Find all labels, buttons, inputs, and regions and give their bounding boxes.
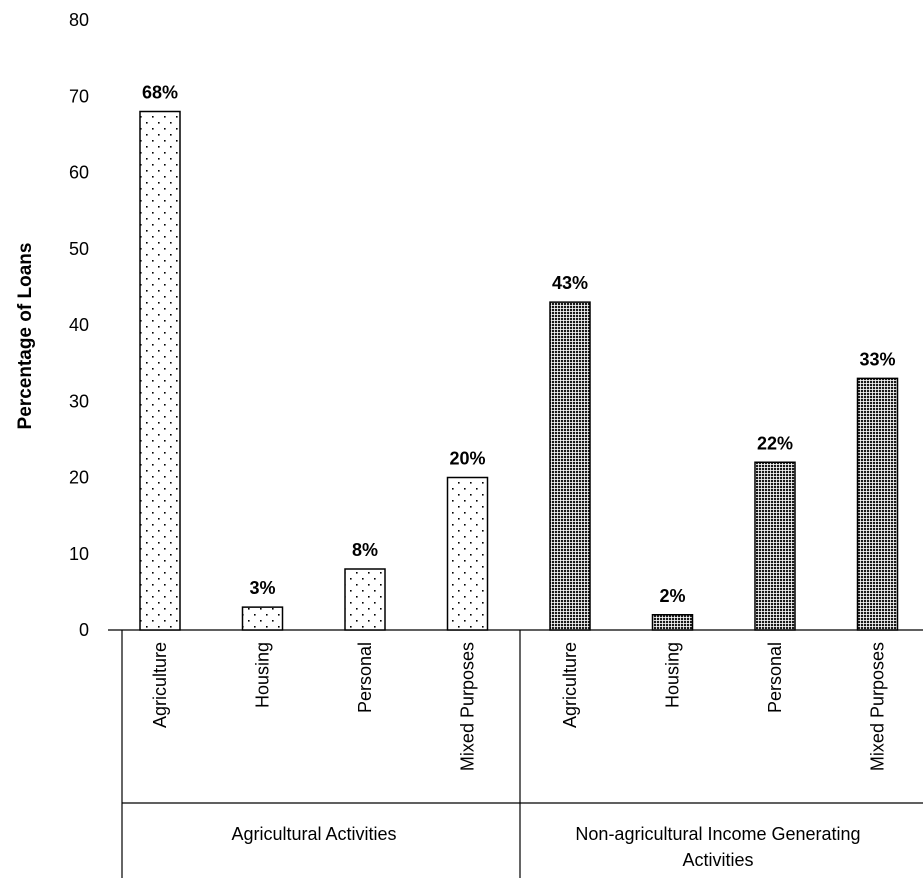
group-label: Non-agricultural Income Generating	[575, 824, 860, 844]
y-tick-label: 80	[69, 10, 89, 30]
labels-layer: 68% Agriculture 3% Housing 8% Personal 20% Mixe…	[142, 83, 896, 871]
category-label: Agriculture	[150, 642, 170, 728]
category-label: Housing	[663, 642, 683, 708]
y-tick-label: 60	[69, 163, 89, 183]
group-label: Agricultural Activities	[231, 824, 396, 844]
y-tick-label: 10	[69, 544, 89, 564]
bar-data-label: 2%	[659, 586, 685, 606]
category-label: Agriculture	[560, 642, 580, 728]
bar	[856, 377, 899, 631]
y-tick-label: 50	[69, 239, 89, 259]
category-label: Personal	[765, 642, 785, 713]
bar-data-label: 20%	[449, 449, 485, 469]
y-axis-title: Percentage of Loans	[15, 243, 36, 430]
bar	[139, 110, 181, 631]
bar	[754, 461, 796, 631]
y-tick-label: 30	[69, 391, 89, 411]
bar-data-label: 3%	[249, 578, 275, 598]
bar	[446, 476, 489, 631]
y-tick-label: 0	[79, 620, 89, 640]
category-label: Mixed Purposes	[458, 642, 478, 771]
bar-data-label: 8%	[352, 540, 378, 560]
bar	[651, 614, 694, 631]
y-tick-label: 70	[69, 86, 89, 106]
bar	[241, 606, 284, 631]
y-tick-label: 20	[69, 468, 89, 488]
category-label: Personal	[355, 642, 375, 713]
bar-data-label: 43%	[552, 273, 588, 293]
group-label: Activities	[682, 850, 753, 870]
axes-layer: 0 10 20 30 40 50 60 70 80	[69, 10, 923, 878]
bar-data-label: 68%	[142, 83, 178, 103]
bars-layer	[139, 110, 899, 631]
y-tick-label: 40	[69, 315, 89, 335]
category-label: Housing	[253, 642, 273, 708]
bar	[549, 301, 591, 631]
bar-data-label: 33%	[859, 349, 895, 369]
category-label: Mixed Purposes	[868, 642, 888, 771]
bar-data-label: 22%	[757, 433, 793, 453]
bar	[344, 568, 386, 631]
